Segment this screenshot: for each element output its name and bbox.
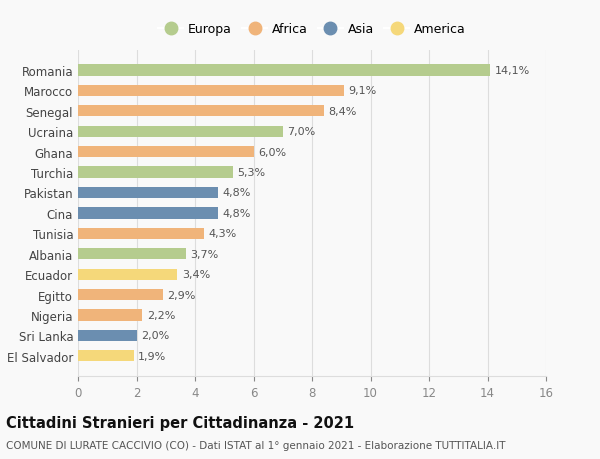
Bar bbox=[78, 126, 283, 138]
Bar bbox=[78, 289, 163, 301]
Legend: Europa, Africa, Asia, America: Europa, Africa, Asia, America bbox=[155, 21, 469, 39]
Bar bbox=[78, 350, 134, 362]
Bar bbox=[78, 147, 254, 158]
Bar bbox=[78, 310, 142, 321]
Text: 7,0%: 7,0% bbox=[287, 127, 316, 137]
Text: 14,1%: 14,1% bbox=[495, 66, 530, 76]
Bar bbox=[78, 167, 233, 178]
Bar bbox=[78, 269, 178, 280]
Text: 4,8%: 4,8% bbox=[223, 208, 251, 218]
Text: 4,8%: 4,8% bbox=[223, 188, 251, 198]
Text: 9,1%: 9,1% bbox=[349, 86, 377, 96]
Bar bbox=[78, 65, 490, 77]
Text: Cittadini Stranieri per Cittadinanza - 2021: Cittadini Stranieri per Cittadinanza - 2… bbox=[6, 415, 354, 431]
Text: 8,4%: 8,4% bbox=[328, 106, 356, 117]
Bar bbox=[78, 187, 218, 199]
Text: 2,0%: 2,0% bbox=[141, 330, 169, 341]
Bar bbox=[78, 106, 324, 117]
Text: 4,3%: 4,3% bbox=[208, 229, 236, 239]
Text: 3,4%: 3,4% bbox=[182, 269, 210, 280]
Bar bbox=[78, 330, 137, 341]
Text: 2,9%: 2,9% bbox=[167, 290, 196, 300]
Bar bbox=[78, 208, 218, 219]
Text: COMUNE DI LURATE CACCIVIO (CO) - Dati ISTAT al 1° gennaio 2021 - Elaborazione TU: COMUNE DI LURATE CACCIVIO (CO) - Dati IS… bbox=[6, 440, 505, 450]
Text: 1,9%: 1,9% bbox=[138, 351, 166, 361]
Text: 6,0%: 6,0% bbox=[258, 147, 286, 157]
Text: 2,2%: 2,2% bbox=[147, 310, 175, 320]
Text: 3,7%: 3,7% bbox=[191, 249, 219, 259]
Bar bbox=[78, 228, 204, 240]
Text: 5,3%: 5,3% bbox=[238, 168, 266, 178]
Bar bbox=[78, 249, 186, 260]
Bar bbox=[78, 86, 344, 97]
